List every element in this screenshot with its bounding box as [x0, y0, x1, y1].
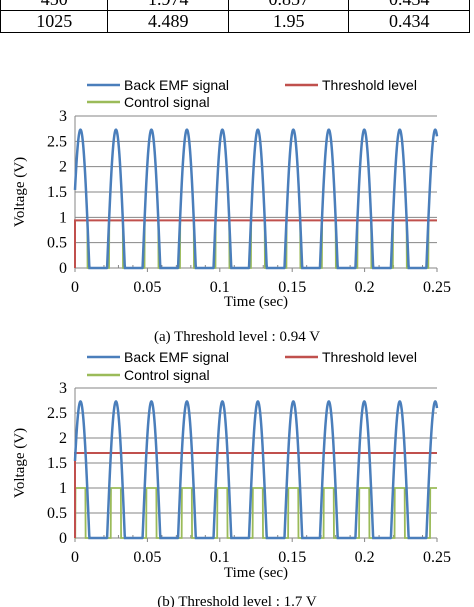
- x-axis-label: Time (sec): [224, 565, 288, 581]
- y-tick-label: 3: [59, 380, 67, 397]
- chart-panel-a: 0 0.5 1 1.5 2 2.5 3 0 0.05 0.1 0.15 0.2 0.25 Time (se…: [12, 77, 451, 345]
- x-tick-label: 0.05: [133, 279, 161, 296]
- table-cell: 1025: [0, 10, 109, 33]
- series-line-threshold-level: [74, 452, 437, 538]
- legend-entry: Threshold level: [322, 349, 417, 365]
- y-tick-label: 2.5: [47, 405, 67, 422]
- y-axis-label: Voltage (V): [12, 157, 28, 227]
- x-tick-label: 0.2: [355, 279, 375, 296]
- series-line-threshold-level: [74, 219, 437, 268]
- x-axis-label: Time (sec): [224, 294, 288, 310]
- series-line-back-emf-signal: [73, 128, 439, 270]
- y-tick-label: 1.5: [47, 184, 67, 201]
- x-tick-label: 0.1: [210, 549, 230, 566]
- y-tick-label: 0: [59, 260, 67, 277]
- y-tick-label: 0.5: [47, 505, 67, 522]
- y-axis-label: Voltage (V): [12, 428, 28, 498]
- x-tick-label: 0.2: [355, 549, 375, 566]
- x-tick-label: 0.05: [133, 549, 161, 566]
- legend-entry: Back EMF signal: [124, 77, 229, 93]
- x-tick-label: 0.15: [278, 279, 306, 296]
- legend-entry: Control signal: [124, 94, 210, 110]
- x-tick-label: 0.1: [210, 279, 230, 296]
- y-tick-label: 3: [59, 108, 67, 125]
- chart-caption: (b) Threshold level : 1.7 V: [157, 594, 317, 607]
- y-tick-label: 2: [59, 159, 67, 176]
- y-tick-label: 0.5: [47, 235, 67, 252]
- series-line-back-emf-signal: [73, 400, 439, 540]
- table-cell: 4.489: [107, 10, 229, 33]
- y-tick-label: 0: [59, 530, 67, 547]
- table-cell: 0.434: [348, 10, 470, 33]
- table-row: 1025 4.489 1.95 0.434: [0, 10, 470, 33]
- legend-entry: Threshold level: [322, 77, 417, 93]
- chart-panel-b: 0 0.5 1 1.5 2 2.5 3 0 0.05 0.1 0.15 0.2 0.25 Time (se…: [12, 349, 451, 607]
- x-tick-label: 0.25: [423, 549, 451, 566]
- legend-entry: Back EMF signal: [124, 349, 229, 365]
- x-tick-label: 0.25: [423, 279, 451, 296]
- y-tick-label: 1.5: [47, 455, 67, 472]
- y-tick-label: 1: [59, 209, 67, 226]
- x-tick-label: 0.15: [278, 549, 306, 566]
- y-tick-label: 1: [59, 480, 67, 497]
- x-tick-label: 0: [71, 549, 79, 566]
- legend-entry: Control signal: [124, 367, 210, 383]
- series-line-control-signal: [75, 219, 437, 269]
- y-tick-label: 2: [59, 430, 67, 447]
- data-table: 450 1.974 0.857 0.434 1025 4.489 1.95 0.…: [0, 0, 470, 33]
- y-tick-label: 2.5: [47, 133, 67, 150]
- chart-caption: (a) Threshold level : 0.94 V: [154, 329, 320, 345]
- x-tick-label: 0: [71, 279, 79, 296]
